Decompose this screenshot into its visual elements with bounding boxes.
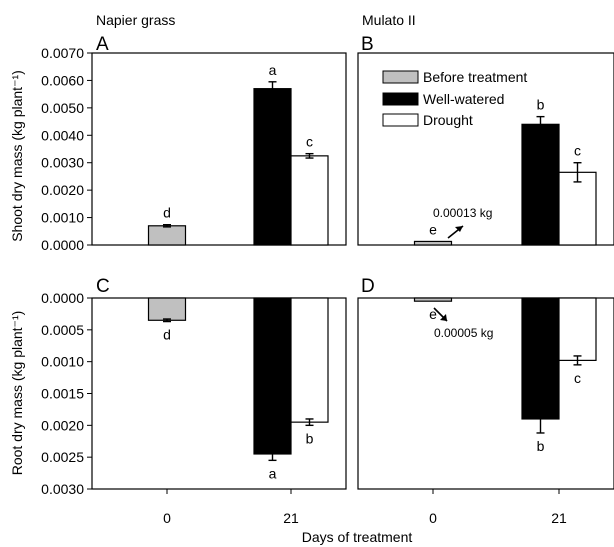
- bar-d-before-treatment: [413, 297, 453, 302]
- significance-letter-b-well-watered: b: [537, 97, 545, 113]
- panel-c-y-tick-label: 0.0010: [41, 354, 84, 370]
- significance-letter-d-before-treatment: e: [429, 306, 437, 322]
- panel-letter-a: A: [96, 34, 109, 55]
- legend-label-wellwatered: Well-watered: [423, 91, 504, 107]
- legend-label-before: Before treatment: [423, 69, 527, 85]
- significance-letter-a-before-treatment: d: [163, 205, 171, 221]
- chart-marks: 0.0000 0.0010 0.0020 0.0030 0.0040 0.0050 0.00…: [41, 45, 614, 497]
- column-title-mulato: Mulato II: [362, 12, 416, 28]
- panel-a-y-tick-label: 0.0060: [41, 72, 84, 88]
- x-axis-title: Days of treatment: [302, 529, 413, 545]
- panel-a-y-tick-label: 0.0030: [41, 155, 84, 171]
- bar-b-before-treatment: [413, 240, 453, 246]
- panel-letter-c: C: [96, 276, 110, 297]
- panel-b-frame: [357, 52, 614, 246]
- panel-a-y-tick-label: 0.0050: [41, 100, 84, 116]
- significance-letter-a-well-watered: a: [269, 62, 277, 78]
- panel-c-y-tick-label: 0.0015: [41, 386, 84, 402]
- x-tick-label-21-left: 21: [283, 510, 299, 526]
- panel-c-y-tick-label: 0.0000: [41, 290, 84, 306]
- annotation-b-arrowhead: [455, 226, 463, 232]
- significance-letter-c-before-treatment: d: [163, 327, 171, 343]
- bar-d-drought: [558, 297, 597, 361]
- panel-a-y-tick-label: 0.0040: [41, 127, 84, 143]
- panel-letter-b: B: [361, 34, 374, 55]
- panel-c-y-tick-label: 0.0005: [41, 322, 84, 338]
- bar-a-well-watered: [253, 88, 292, 246]
- annotation-d-arrowhead: [440, 314, 447, 321]
- significance-letter-d-drought: c: [574, 370, 581, 386]
- bar-c-before-treatment: [147, 297, 187, 321]
- bar-b-drought: [558, 171, 597, 246]
- panel-a-y-tick-label: 0.0070: [41, 45, 84, 61]
- bar-a-before-treatment: [147, 225, 187, 246]
- bar-b-well-watered: [521, 123, 560, 246]
- x-tick-label-21-right: 21: [551, 510, 567, 526]
- panel-a-y-tick-label: 0.0010: [41, 210, 84, 226]
- legend-swatch-wellwatered: [382, 92, 419, 106]
- annotation-d-value: 0.00005 kg: [434, 326, 493, 340]
- legend-label-drought: Drought: [423, 112, 473, 128]
- panel-a-y-tick-label: 0.0000: [41, 237, 84, 253]
- annotation-b-value: 0.00013 kg: [433, 206, 492, 220]
- panel-c-y-tick-label: 0.0020: [41, 417, 84, 433]
- bar-d-well-watered: [521, 297, 560, 420]
- significance-letter-b-before-treatment: e: [429, 221, 437, 237]
- bar-c-well-watered: [253, 297, 292, 455]
- y-axis-title-root: Root dry mass (kg plant⁻¹): [9, 311, 25, 476]
- x-tick-label-0-left: 0: [163, 510, 171, 526]
- significance-letter-a-drought: c: [306, 134, 313, 150]
- panel-c-y-tick-label: 0.0030: [41, 481, 84, 497]
- column-title-napier: Napier grass: [96, 12, 175, 28]
- panel-a-y-tick-label: 0.0020: [41, 182, 84, 198]
- panel-letter-d: D: [361, 276, 375, 297]
- bar-c-drought: [290, 297, 329, 423]
- significance-letter-c-well-watered: a: [269, 465, 277, 481]
- panel-d-frame: [357, 297, 614, 490]
- significance-letter-d-well-watered: b: [537, 438, 545, 454]
- significance-letter-c-drought: b: [306, 430, 314, 446]
- legend-swatch-before: [382, 70, 419, 84]
- legend-swatch-drought: [382, 113, 419, 127]
- panel-a-frame: [91, 52, 347, 246]
- x-tick-label-0-right: 0: [429, 510, 437, 526]
- significance-letter-b-drought: c: [574, 143, 581, 159]
- bar-a-drought: [290, 155, 329, 246]
- panel-c-y-tick-label: 0.0025: [41, 449, 84, 465]
- y-axis-title-shoot: Shoot dry mass (kg plant⁻¹): [9, 70, 25, 242]
